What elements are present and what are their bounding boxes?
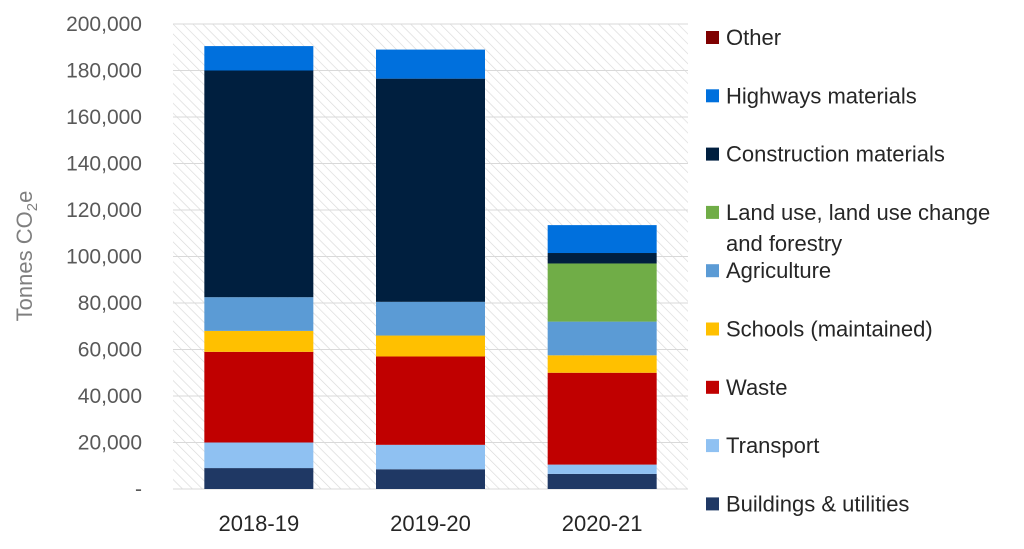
legend-label-line: and forestry xyxy=(726,231,842,256)
legend-item: Other xyxy=(706,25,781,50)
legend-swatch xyxy=(706,322,719,336)
bar-segment xyxy=(547,253,657,264)
legend-swatch xyxy=(706,31,719,44)
bars xyxy=(204,46,657,489)
legend-swatch xyxy=(706,439,719,453)
y-tick-label: 200,000 xyxy=(66,13,142,36)
legend-label: Agriculture xyxy=(726,258,831,283)
y-axis-ticks: - 20,000 40,000 60,000 80,000 100,000 120,000 1… xyxy=(66,13,142,501)
y-tick-label: 160,000 xyxy=(66,106,142,129)
legend-label: Transport xyxy=(726,433,819,458)
x-tick-label: 2019-20 xyxy=(390,511,471,536)
bar-segment xyxy=(376,444,485,470)
legend-label: Construction materials xyxy=(726,142,945,167)
bar-segment xyxy=(547,321,657,356)
bar-segment xyxy=(376,335,485,357)
legend-label: Highways materials xyxy=(726,83,917,108)
legend-label: Land use, land use change and forestry xyxy=(726,200,990,256)
legend-swatch xyxy=(706,205,719,219)
legend-swatch xyxy=(706,264,719,278)
bar-segment xyxy=(376,78,485,302)
bar-segment xyxy=(547,355,657,373)
legend-swatch xyxy=(706,497,719,511)
y-axis-label-suffix: e xyxy=(12,191,37,203)
legend-item: Schools (maintained) xyxy=(706,317,933,342)
y-tick-label: - xyxy=(135,478,142,501)
legend-item: Highways materials xyxy=(706,83,917,108)
x-tick-label: 2020-21 xyxy=(562,511,643,536)
bar-segment xyxy=(204,297,314,331)
bar-segment xyxy=(547,464,657,474)
bar-segment xyxy=(204,70,314,298)
y-axis-label-main: Tonnes CO xyxy=(12,211,37,321)
legend-swatch xyxy=(706,147,719,161)
legend-item: Transport xyxy=(706,433,819,458)
bar-segment xyxy=(547,473,657,489)
bar-segment xyxy=(376,301,485,336)
bar-segment xyxy=(204,330,314,352)
legend-label: Schools (maintained) xyxy=(726,317,933,342)
bar-segment xyxy=(547,372,657,465)
legend-item: Agriculture xyxy=(706,258,831,283)
legend-label-line: Land use, land use change xyxy=(726,200,990,225)
bar-segment xyxy=(204,468,314,489)
y-tick-label: 140,000 xyxy=(66,153,142,176)
y-tick-label: 20,000 xyxy=(78,432,142,455)
y-tick-label: 120,000 xyxy=(66,199,142,222)
x-tick-label: 2018-19 xyxy=(218,511,299,536)
legend-swatch xyxy=(706,380,719,394)
legend-swatch xyxy=(706,89,719,103)
x-axis-ticks: 2018-19 2019-20 2020-21 xyxy=(218,511,642,536)
legend-item: Land use, land use change and forestry xyxy=(706,200,990,256)
y-tick-label: 100,000 xyxy=(66,246,142,269)
legend-label: Other xyxy=(726,25,781,50)
legend-item: Buildings & utilities xyxy=(706,491,909,516)
legend-label: Buildings & utilities xyxy=(726,491,909,516)
y-tick-label: 40,000 xyxy=(78,385,142,408)
y-tick-label: 60,000 xyxy=(78,339,142,362)
legend: Other Highways materials Construction mate… xyxy=(706,25,990,516)
bar-segment xyxy=(376,356,485,445)
legend-item: Waste xyxy=(706,375,788,400)
bar-segment xyxy=(204,46,314,71)
bar-segment xyxy=(547,263,657,322)
bar-segment xyxy=(376,49,485,79)
bar-segment xyxy=(376,469,485,489)
y-axis-label: Tonnes CO2e xyxy=(12,191,41,322)
legend-item: Construction materials xyxy=(706,142,945,167)
bar-segment xyxy=(204,351,314,443)
y-axis-label-subscript: 2 xyxy=(24,203,41,211)
bar-segment xyxy=(547,225,657,254)
y-tick-label: 180,000 xyxy=(66,60,142,83)
y-tick-label: 80,000 xyxy=(78,292,142,315)
bar-segment xyxy=(204,442,314,469)
legend-label: Waste xyxy=(726,375,788,400)
